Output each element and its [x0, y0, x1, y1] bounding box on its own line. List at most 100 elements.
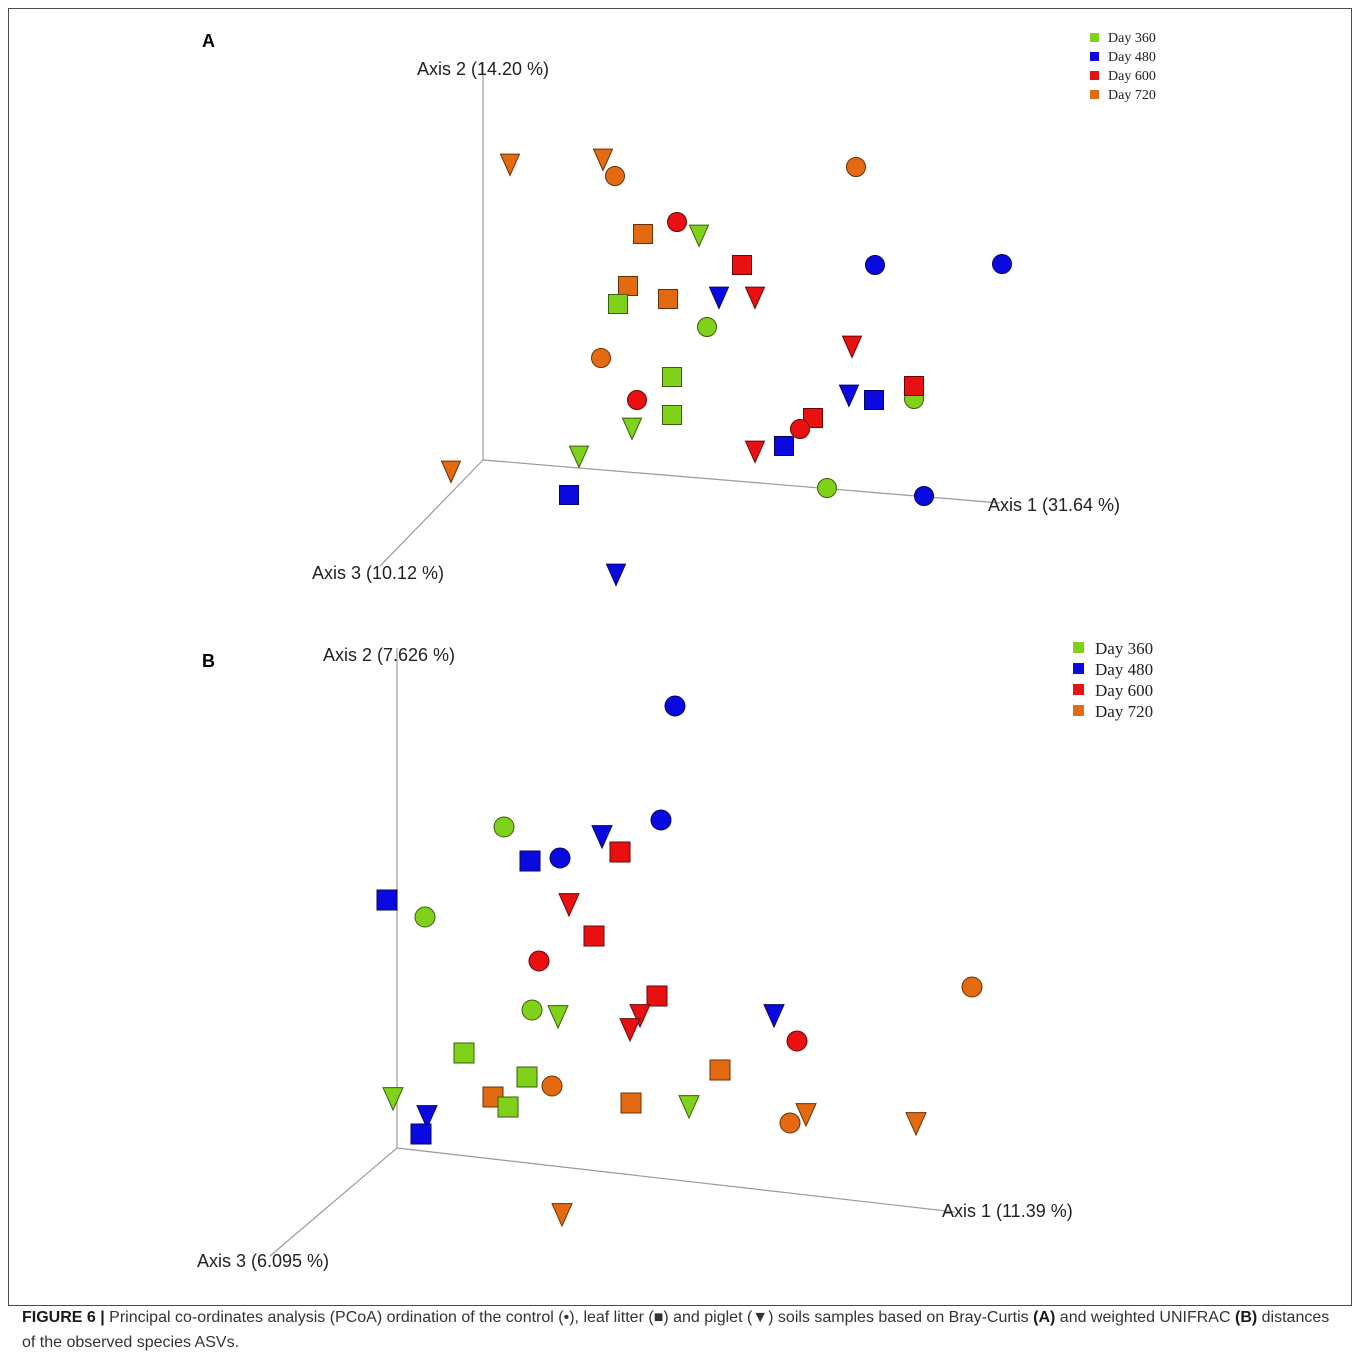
panel-b-point-circle-2: [493, 816, 515, 838]
panel-a: A Axis 2 (14.20 %) Axis 1 (31.64 %) Axis…: [202, 31, 1156, 587]
panel-b-point-triangle-15: [547, 1005, 569, 1030]
panel-b-point-circle-12: [961, 976, 983, 998]
panel-b-axis2-title: Axis 2 (7.626 %): [323, 645, 455, 665]
panel-b-axis1-line: [396, 1147, 956, 1213]
caption-control-symbol: •: [563, 1309, 570, 1326]
panel-b-point-square-26: [620, 1092, 642, 1114]
caption-ref-a: (A): [1033, 1309, 1056, 1326]
panel-b-axis3-title: Axis 3 (6.095 %): [197, 1251, 329, 1271]
panel-b-legend: Day 360 Day 480 Day 600 Day 720: [1073, 639, 1153, 721]
panel-b-point-triangle-3: [591, 825, 613, 850]
panel-a-point-square-4: [633, 224, 653, 244]
legend-b-label-day720: Day 720: [1095, 702, 1153, 721]
panel-a-label: A: [202, 31, 215, 51]
panel-a-legend: Day 360 Day 480 Day 600 Day 720: [1090, 31, 1156, 103]
panel-b-point-square-25: [497, 1096, 519, 1118]
legend-b-swatch-day600: [1073, 684, 1084, 695]
panel-a-point-square-11: [658, 289, 678, 309]
panel-a-point-square-10: [618, 276, 638, 296]
panel-a-axis1-title: Axis 1 (31.64 %): [988, 495, 1120, 515]
panel-b-point-triangle-29: [416, 1105, 438, 1130]
legend-b-label-day360: Day 360: [1095, 639, 1153, 658]
panel-a-point-triangle-30: [568, 445, 590, 469]
panel-b-point-square-4: [609, 841, 631, 863]
panel-b-point-circle-1: [650, 809, 672, 831]
panel-a-point-circle-19: [627, 390, 647, 410]
caption-text-1: Principal co-ordinates analysis (PCoA) o…: [104, 1309, 564, 1326]
panel-a-point-square-26: [803, 408, 823, 428]
legend-b-swatch-day360: [1073, 642, 1084, 653]
panel-b-point-circle-0: [664, 695, 686, 717]
caption-piglet-symbol: ▼: [752, 1309, 769, 1326]
panel-a-point-triangle-35: [605, 563, 627, 587]
panel-a-point-circle-5: [667, 212, 687, 232]
panel-b-point-triangle-16: [629, 1004, 651, 1029]
panel-b-point-square-21: [709, 1059, 731, 1081]
panel-b-axis3-line: [269, 1147, 398, 1257]
caption-text-2: ), leaf litter (: [569, 1309, 654, 1326]
panel-a-points: [440, 148, 1012, 587]
panel-b-point-circle-6: [549, 847, 571, 869]
panel-a-point-square-23: [864, 390, 884, 410]
legend-b-label-day600: Day 600: [1095, 681, 1153, 700]
panel-b-axis1-title: Axis 1 (11.39 %): [942, 1201, 1073, 1221]
legend-a-label-day720: Day 720: [1108, 88, 1156, 103]
panel-b-point-circle-9: [414, 906, 436, 928]
panel-a-point-circle-17: [591, 348, 611, 368]
panel-a-axis3-line: [379, 459, 484, 567]
panel-a-point-square-25: [904, 376, 924, 396]
panel-b-point-square-7: [376, 889, 398, 911]
panel-a-point-circle-15: [697, 317, 717, 337]
panel-b-point-square-20: [453, 1042, 475, 1064]
caption-figure-label: FIGURE 6 |: [22, 1309, 105, 1326]
panel-b-point-square-22: [516, 1066, 538, 1088]
panel-b-point-triangle-32: [795, 1103, 817, 1128]
panel-b-point-triangle-27: [678, 1095, 700, 1120]
panel-a-point-triangle-16: [841, 335, 863, 359]
panel-a-point-square-12: [608, 294, 628, 314]
panel-b-points: [376, 695, 983, 1228]
panel-a-point-triangle-14: [744, 286, 766, 310]
legend-a-swatch-day360: [1090, 33, 1099, 42]
panel-a-point-triangle-28: [744, 440, 766, 464]
panel-b-point-circle-14: [521, 999, 543, 1021]
figure-frame: [8, 8, 1352, 1306]
panel-a-point-circle-3: [846, 157, 866, 177]
panel-b-point-triangle-28: [382, 1087, 404, 1112]
panel-a-point-circle-2: [605, 166, 625, 186]
panel-b-point-triangle-17: [619, 1018, 641, 1043]
legend-a-swatch-day600: [1090, 71, 1099, 80]
panel-b-point-triangle-33: [905, 1112, 927, 1137]
panel-a-point-circle-34: [914, 486, 934, 506]
panel-b: B Axis 2 (7.626 %) Axis 1 (11.39 %) Axis…: [197, 639, 1153, 1271]
panel-a-point-triangle-22: [838, 384, 860, 408]
legend-b-swatch-day480: [1073, 663, 1084, 674]
panel-b-point-square-30: [410, 1123, 432, 1145]
panel-b-point-triangle-8: [558, 893, 580, 918]
panel-a-point-square-29: [774, 436, 794, 456]
panel-b-point-triangle-34: [551, 1203, 573, 1228]
panel-a-point-triangle-21: [621, 417, 643, 441]
panel-b-point-circle-11: [528, 950, 550, 972]
panel-a-axis2-title: Axis 2 (14.20 %): [417, 59, 549, 79]
legend-b-label-day480: Day 480: [1095, 660, 1153, 679]
caption-text-4: ) soils samples based on Bray-Curtis: [768, 1309, 1034, 1326]
panel-b-label: B: [202, 651, 215, 671]
panel-b-point-circle-23: [541, 1075, 563, 1097]
caption-text-6: distances of the observed species ASVs.: [22, 1309, 1330, 1351]
caption-ref-b: (B): [1234, 1309, 1258, 1326]
legend-a-swatch-day480: [1090, 52, 1099, 61]
panel-a-point-square-7: [732, 255, 752, 275]
panel-a-point-triangle-0: [499, 153, 521, 177]
panel-b-point-triangle-18: [763, 1004, 785, 1029]
figure-caption: FIGURE 6 | Principal co-ordinates analys…: [22, 1305, 1342, 1355]
panel-b-point-circle-19: [786, 1030, 808, 1052]
legend-a-swatch-day720: [1090, 90, 1099, 99]
panel-a-point-triangle-13: [708, 286, 730, 310]
panel-a-point-circle-33: [817, 478, 837, 498]
caption-leaf-symbol: ■: [653, 1309, 664, 1326]
panel-b-point-circle-31: [779, 1112, 801, 1134]
panel-b-point-square-5: [519, 850, 541, 872]
panel-a-axis3-title: Axis 3 (10.12 %): [312, 563, 444, 583]
panel-a-axis1-line: [482, 459, 1001, 504]
